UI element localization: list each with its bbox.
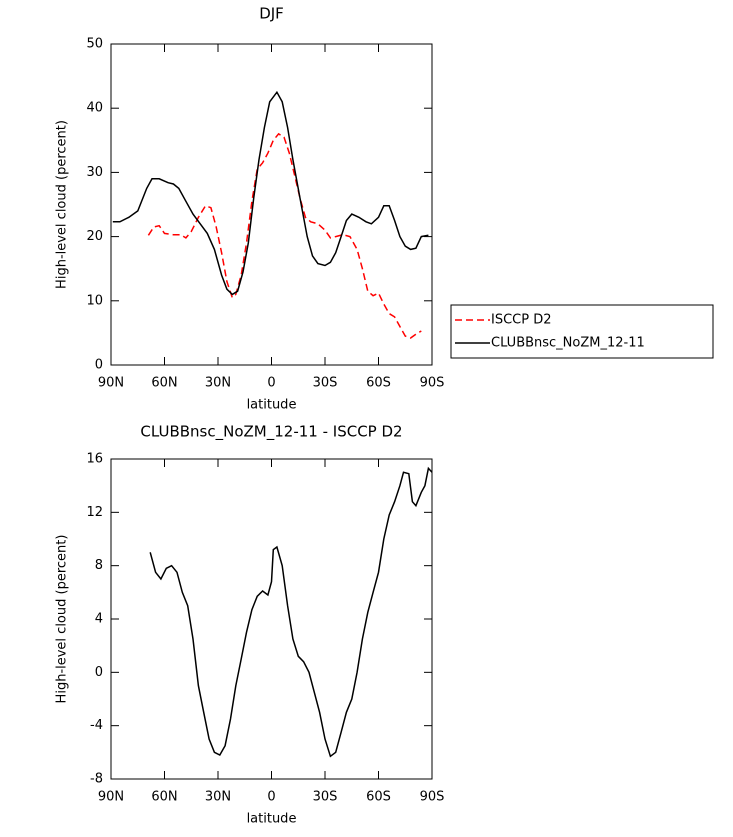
plot-frame [110, 458, 433, 780]
legend-box [450, 304, 714, 359]
chart-title: CLUBBnsc_NoZM_12-11 - ISCCP D2 [140, 423, 402, 442]
data-line [149, 466, 433, 758]
data-line [147, 132, 422, 339]
y-tick-label: -4 [90, 718, 103, 733]
y-tick-label: 30 [86, 165, 103, 180]
x-tick-label: 90N [98, 376, 124, 391]
x-tick-label: 90S [420, 790, 445, 805]
x-tick-label: 60N [151, 790, 177, 805]
x-tick-label: 90S [420, 376, 445, 391]
y-tick-label: 20 [86, 229, 103, 244]
x-tick-label: 0 [267, 376, 275, 391]
plot-frame [110, 43, 433, 366]
y-tick-label: 40 [86, 101, 103, 116]
y-tick-label: -8 [90, 772, 103, 787]
data-line [112, 90, 429, 296]
x-tick-label: 90N [98, 790, 124, 805]
x-tick-label: 60S [366, 790, 391, 805]
x-tick-label: 60N [151, 376, 177, 391]
x-tick-label: 30S [313, 790, 338, 805]
y-tick-label: 16 [86, 452, 103, 467]
y-tick-label: 10 [86, 293, 103, 308]
y-tick-label: 50 [86, 37, 103, 52]
y-axis-label: High-level cloud (percent) [55, 120, 70, 289]
x-tick-label: 0 [267, 790, 275, 805]
x-tick-label: 30N [205, 376, 231, 391]
chart-title: DJF [259, 5, 284, 23]
y-tick-label: 8 [95, 558, 103, 573]
y-tick-label: 12 [86, 505, 103, 520]
y-tick-label: 0 [95, 665, 103, 680]
legend-label: ISCCP D2 [491, 313, 552, 328]
y-axis-label: High-level cloud (percent) [55, 535, 70, 704]
x-tick-label: 30S [313, 376, 338, 391]
x-tick-label: 60S [366, 376, 391, 391]
x-axis-label: latitude [247, 812, 297, 827]
x-axis-label: latitude [247, 398, 297, 413]
legend-label: CLUBBnsc_NoZM_12-11 [491, 336, 645, 351]
x-tick-label: 30N [205, 790, 231, 805]
y-tick-label: 4 [95, 612, 103, 627]
y-tick-label: 0 [95, 358, 103, 373]
